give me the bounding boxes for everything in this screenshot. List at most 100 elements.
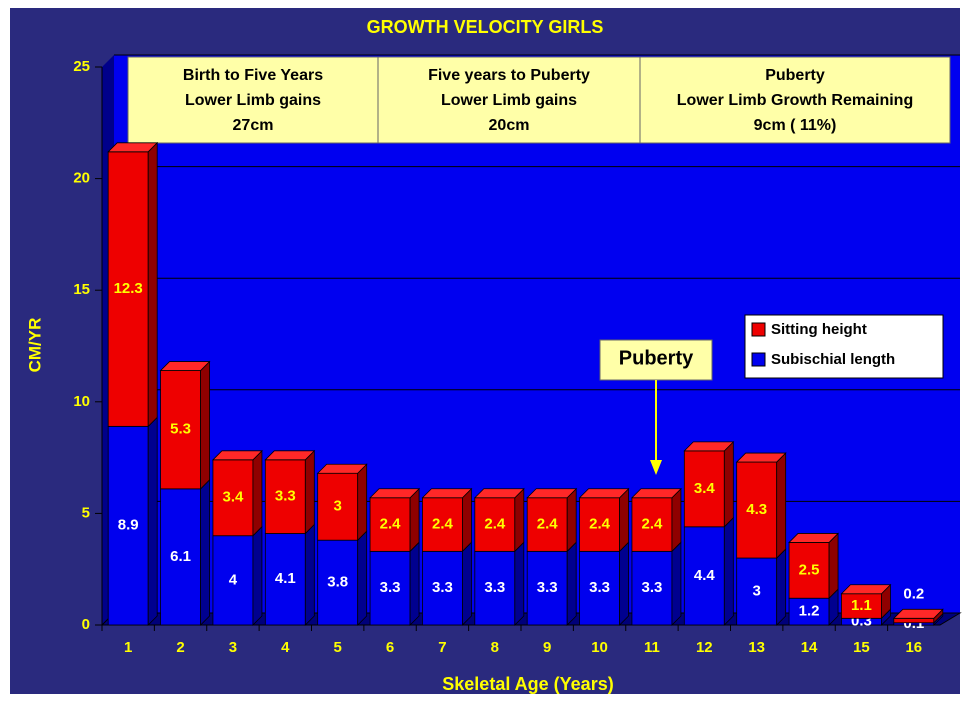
annotation-text: Lower Limb Growth Remaining [677, 92, 913, 109]
bar-top [735, 452, 787, 463]
bar-segment [579, 550, 620, 626]
value-label: 4.4 [694, 567, 716, 584]
legend [744, 314, 944, 379]
x-tick-label: 10 [591, 639, 608, 656]
bar-segment [736, 557, 778, 626]
bar-top [526, 488, 578, 499]
value-label: 4.3 [746, 501, 767, 518]
bar-side [619, 487, 629, 553]
bar-side [776, 452, 787, 560]
value-label: 2.4 [589, 516, 611, 533]
value-label: 2.4 [537, 516, 559, 533]
bar-top [369, 488, 421, 499]
x-tick-label: 2 [176, 639, 184, 656]
value-label: 4 [229, 571, 238, 588]
value-label: 12.3 [114, 280, 143, 297]
bar-segment [160, 488, 201, 626]
bar-segment [683, 526, 725, 626]
y-tick-label: 20 [73, 170, 90, 187]
bar-side [723, 440, 734, 528]
bar-side [409, 487, 420, 553]
x-tick-label: 16 [905, 639, 922, 656]
bar-side [671, 487, 682, 553]
value-label: 4.1 [275, 570, 296, 587]
y-tick-label: 10 [73, 393, 90, 410]
bar-top [578, 488, 630, 499]
y-tick-label: 25 [73, 58, 90, 75]
value-label: 3.3 [537, 579, 558, 596]
value-label: 3 [334, 498, 342, 515]
y-tick-label: 5 [82, 504, 90, 521]
x-tick-label: 5 [334, 639, 342, 656]
bar-segment [212, 459, 254, 537]
annotation-box [127, 56, 379, 144]
bar-side [723, 516, 734, 626]
value-label: 5.3 [170, 421, 191, 438]
bar-side [462, 541, 472, 626]
bar-side [671, 541, 682, 626]
value-label: 2.4 [432, 516, 454, 533]
value-label: 3.3 [642, 579, 663, 596]
bar-side [566, 541, 577, 626]
bar-segment [474, 497, 516, 552]
value-label: 2.5 [799, 561, 820, 578]
bar-top [630, 488, 682, 499]
bar-side [304, 449, 315, 535]
bar-side [200, 478, 210, 626]
bar-segment [526, 497, 568, 552]
annotation-text: Lower Limb gains [185, 92, 321, 109]
value-label: 2.4 [642, 516, 664, 533]
bar-top [892, 608, 944, 619]
x-tick-label: 8 [491, 639, 499, 656]
bar-side [357, 530, 368, 626]
y-tick-label: 15 [73, 281, 90, 298]
bar-side [252, 525, 263, 626]
bar-segment [579, 497, 620, 552]
annotation-text: 27cm [233, 117, 274, 134]
x-tick-label: 14 [801, 639, 818, 656]
bar-side [514, 541, 525, 626]
value-label: 3.8 [327, 574, 348, 591]
bar-side [200, 360, 210, 490]
value-label: 1.2 [799, 603, 820, 620]
bar-top [788, 533, 840, 543]
value-label: 6.1 [170, 548, 191, 565]
bar-top [264, 450, 316, 461]
value-label: 3.3 [432, 579, 453, 596]
bar-side [619, 541, 629, 626]
bar-segment [369, 497, 411, 552]
legend-swatch [751, 352, 766, 367]
y-axis-label: CM/YR [25, 318, 44, 373]
value-label: 3.4 [223, 489, 245, 506]
bar-side [462, 487, 472, 553]
annotation-text: Five years to Puberty [428, 67, 590, 84]
bar-segment [422, 497, 463, 552]
bar-side [147, 141, 158, 428]
x-tick-label: 12 [696, 639, 713, 656]
bar-side [409, 541, 420, 626]
bar-top [683, 441, 735, 452]
bar-segment [683, 450, 725, 528]
bar-segment [474, 550, 516, 626]
chart-title: GROWTH VELOCITY GIRLS [367, 17, 604, 37]
value-label: 2.4 [484, 516, 506, 533]
annotation-text: 20cm [489, 117, 530, 134]
bar-segment [264, 533, 306, 626]
bar-top [107, 142, 159, 153]
bar-top [159, 361, 211, 371]
bar-side [514, 487, 525, 553]
bar-segment [160, 370, 201, 490]
bar-side [304, 523, 315, 626]
bar-side [147, 416, 158, 626]
x-tick-label: 13 [748, 639, 765, 656]
bar-side [357, 463, 368, 542]
bar-segment [893, 617, 935, 624]
callout-arrowhead [650, 460, 662, 475]
bar-side [828, 532, 839, 600]
bar-top [421, 488, 473, 499]
value-label: 8.9 [118, 517, 139, 534]
y-tick-label: 0 [82, 616, 90, 633]
value-label: 3.3 [380, 579, 401, 596]
bar-segment [107, 151, 149, 427]
